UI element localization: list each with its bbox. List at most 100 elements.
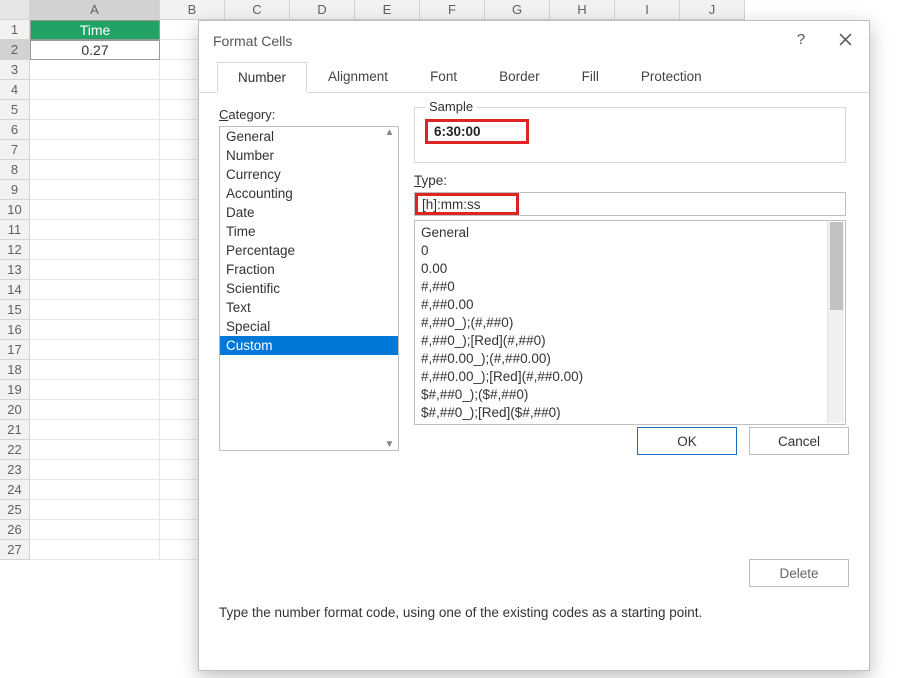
format-code-item[interactable]: #,##0.00_);(#,##0.00) bbox=[421, 350, 839, 368]
format-code-item[interactable]: #,##0 bbox=[421, 278, 839, 296]
category-item-special[interactable]: Special bbox=[220, 317, 398, 336]
select-all-corner[interactable] bbox=[0, 0, 30, 20]
category-item-scientific[interactable]: Scientific bbox=[220, 279, 398, 298]
category-item-number[interactable]: Number bbox=[220, 146, 398, 165]
cell-A7[interactable] bbox=[30, 140, 160, 160]
tab-protection[interactable]: Protection bbox=[620, 61, 723, 92]
category-item-fraction[interactable]: Fraction bbox=[220, 260, 398, 279]
help-button[interactable]: ? bbox=[779, 21, 823, 57]
row-header-26[interactable]: 26 bbox=[0, 520, 30, 540]
category-item-custom[interactable]: Custom bbox=[220, 336, 398, 355]
format-code-item[interactable]: General bbox=[421, 224, 839, 242]
row-header-21[interactable]: 21 bbox=[0, 420, 30, 440]
cell-A6[interactable] bbox=[30, 120, 160, 140]
row-header-6[interactable]: 6 bbox=[0, 120, 30, 140]
cell-A8[interactable] bbox=[30, 160, 160, 180]
column-header-I[interactable]: I bbox=[615, 0, 680, 20]
category-item-time[interactable]: Time bbox=[220, 222, 398, 241]
column-header-A[interactable]: A bbox=[30, 0, 160, 20]
row-header-1[interactable]: 1 bbox=[0, 20, 30, 40]
category-item-text[interactable]: Text bbox=[220, 298, 398, 317]
ok-button[interactable]: OK bbox=[637, 427, 737, 455]
row-header-7[interactable]: 7 bbox=[0, 140, 30, 160]
category-item-general[interactable]: General bbox=[220, 127, 398, 146]
cell-A10[interactable] bbox=[30, 200, 160, 220]
cell-A15[interactable] bbox=[30, 300, 160, 320]
format-code-item[interactable]: #,##0_);(#,##0) bbox=[421, 314, 839, 332]
cell-A18[interactable] bbox=[30, 360, 160, 380]
cell-A22[interactable] bbox=[30, 440, 160, 460]
cell-A2[interactable]: 0.27 bbox=[30, 40, 160, 60]
row-header-19[interactable]: 19 bbox=[0, 380, 30, 400]
row-header-5[interactable]: 5 bbox=[0, 100, 30, 120]
row-header-17[interactable]: 17 bbox=[0, 340, 30, 360]
close-button[interactable] bbox=[823, 21, 867, 57]
format-code-item[interactable]: 0 bbox=[421, 242, 839, 260]
column-header-J[interactable]: J bbox=[680, 0, 745, 20]
tab-number[interactable]: Number bbox=[217, 62, 307, 93]
format-code-item[interactable]: #,##0.00_);[Red](#,##0.00) bbox=[421, 368, 839, 386]
category-list[interactable]: GeneralNumberCurrencyAccountingDateTimeP… bbox=[219, 126, 399, 451]
category-item-accounting[interactable]: Accounting bbox=[220, 184, 398, 203]
row-header-4[interactable]: 4 bbox=[0, 80, 30, 100]
cell-A4[interactable] bbox=[30, 80, 160, 100]
cell-A16[interactable] bbox=[30, 320, 160, 340]
cell-A9[interactable] bbox=[30, 180, 160, 200]
format-list-scrollbar[interactable] bbox=[827, 222, 844, 423]
column-header-G[interactable]: G bbox=[485, 0, 550, 20]
row-header-16[interactable]: 16 bbox=[0, 320, 30, 340]
format-code-item[interactable]: $#,##0_);[Red]($#,##0) bbox=[421, 404, 839, 422]
column-header-B[interactable]: B bbox=[160, 0, 225, 20]
column-header-H[interactable]: H bbox=[550, 0, 615, 20]
cell-A19[interactable] bbox=[30, 380, 160, 400]
cell-A1[interactable]: Time bbox=[30, 20, 160, 40]
cell-A24[interactable] bbox=[30, 480, 160, 500]
category-scrollbar[interactable]: ▲▼ bbox=[381, 127, 398, 450]
type-input-field[interactable] bbox=[519, 193, 845, 215]
cancel-button[interactable]: Cancel bbox=[749, 427, 849, 455]
format-code-item[interactable]: $#,##0.00_);($#,##0.00) bbox=[421, 422, 839, 425]
cell-A21[interactable] bbox=[30, 420, 160, 440]
scrollbar-thumb[interactable] bbox=[830, 222, 843, 310]
format-codes-list[interactable]: General00.00#,##0#,##0.00#,##0_);(#,##0)… bbox=[414, 220, 846, 425]
cell-A3[interactable] bbox=[30, 60, 160, 80]
type-input[interactable]: [h]:mm:ss bbox=[414, 192, 846, 216]
cell-A13[interactable] bbox=[30, 260, 160, 280]
column-header-C[interactable]: C bbox=[225, 0, 290, 20]
row-header-10[interactable]: 10 bbox=[0, 200, 30, 220]
tab-alignment[interactable]: Alignment bbox=[307, 61, 409, 92]
delete-button[interactable]: Delete bbox=[749, 559, 849, 587]
row-header-20[interactable]: 20 bbox=[0, 400, 30, 420]
column-header-D[interactable]: D bbox=[290, 0, 355, 20]
format-code-item[interactable]: #,##0.00 bbox=[421, 296, 839, 314]
row-header-14[interactable]: 14 bbox=[0, 280, 30, 300]
row-header-22[interactable]: 22 bbox=[0, 440, 30, 460]
cell-A5[interactable] bbox=[30, 100, 160, 120]
tab-font[interactable]: Font bbox=[409, 61, 478, 92]
row-header-13[interactable]: 13 bbox=[0, 260, 30, 280]
column-header-F[interactable]: F bbox=[420, 0, 485, 20]
row-header-18[interactable]: 18 bbox=[0, 360, 30, 380]
cell-A11[interactable] bbox=[30, 220, 160, 240]
cell-A23[interactable] bbox=[30, 460, 160, 480]
row-header-15[interactable]: 15 bbox=[0, 300, 30, 320]
cell-A27[interactable] bbox=[30, 540, 160, 560]
cell-A14[interactable] bbox=[30, 280, 160, 300]
row-header-27[interactable]: 27 bbox=[0, 540, 30, 560]
row-header-12[interactable]: 12 bbox=[0, 240, 30, 260]
row-header-24[interactable]: 24 bbox=[0, 480, 30, 500]
cell-A20[interactable] bbox=[30, 400, 160, 420]
category-item-currency[interactable]: Currency bbox=[220, 165, 398, 184]
category-item-percentage[interactable]: Percentage bbox=[220, 241, 398, 260]
format-code-item[interactable]: #,##0_);[Red](#,##0) bbox=[421, 332, 839, 350]
format-code-item[interactable]: 0.00 bbox=[421, 260, 839, 278]
row-header-11[interactable]: 11 bbox=[0, 220, 30, 240]
cell-A26[interactable] bbox=[30, 520, 160, 540]
row-header-9[interactable]: 9 bbox=[0, 180, 30, 200]
cell-A25[interactable] bbox=[30, 500, 160, 520]
row-header-3[interactable]: 3 bbox=[0, 60, 30, 80]
cell-A17[interactable] bbox=[30, 340, 160, 360]
cell-A12[interactable] bbox=[30, 240, 160, 260]
category-item-date[interactable]: Date bbox=[220, 203, 398, 222]
row-header-8[interactable]: 8 bbox=[0, 160, 30, 180]
